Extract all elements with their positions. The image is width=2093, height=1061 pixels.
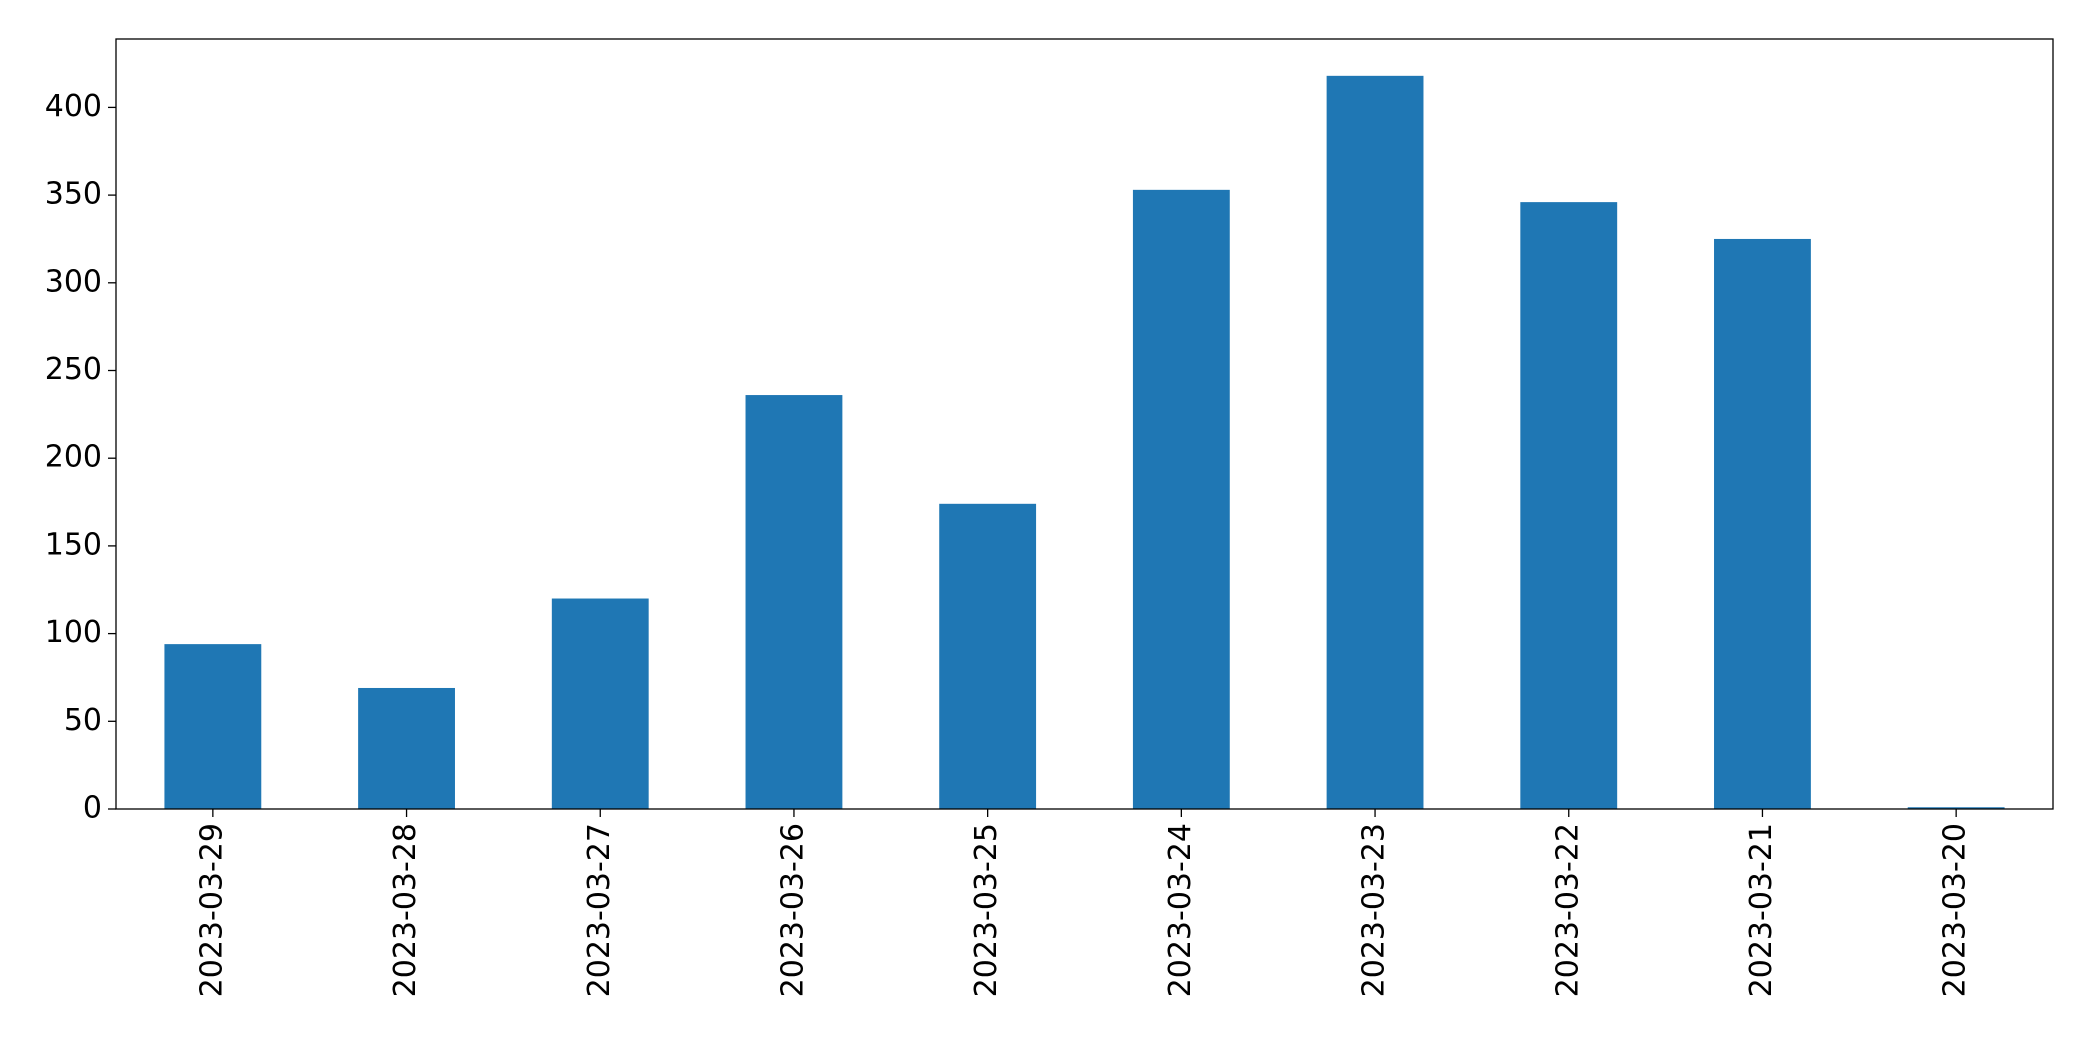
y-tick-label: 100 [45,615,102,650]
bar [1520,202,1618,809]
y-tick-label: 200 [45,440,102,475]
x-tick-label: 2023-03-27 [582,823,617,997]
bar [1714,238,1811,809]
bar [358,687,455,809]
bar [939,503,1037,809]
x-tick-label: 2023-03-21 [1744,823,1779,997]
x-tick-label: 2023-03-20 [1938,823,1973,997]
plot-frame [115,38,2054,810]
x-tick-label: 2023-03-23 [1357,823,1392,997]
bar [1907,807,2005,809]
y-tick-label: 350 [45,177,102,212]
bar [164,644,262,809]
y-tick-label: 300 [45,264,102,299]
y-tick-label: 150 [45,527,102,562]
bar [745,395,843,809]
y-tick-label: 0 [83,791,102,826]
y-tick-label: 400 [45,89,102,124]
x-tick-label: 2023-03-29 [194,823,229,997]
x-tick-label: 2023-03-25 [969,823,1004,997]
x-tick-label: 2023-03-26 [775,823,810,997]
bar [1132,189,1230,809]
x-tick-label: 2023-03-22 [1550,823,1585,997]
y-tick-label: 50 [64,703,102,738]
x-tick-label: 2023-03-24 [1163,823,1198,997]
x-tick-label: 2023-03-28 [388,823,423,997]
y-tick-label: 250 [45,352,102,387]
bar [551,598,649,809]
bar [1326,75,1424,809]
